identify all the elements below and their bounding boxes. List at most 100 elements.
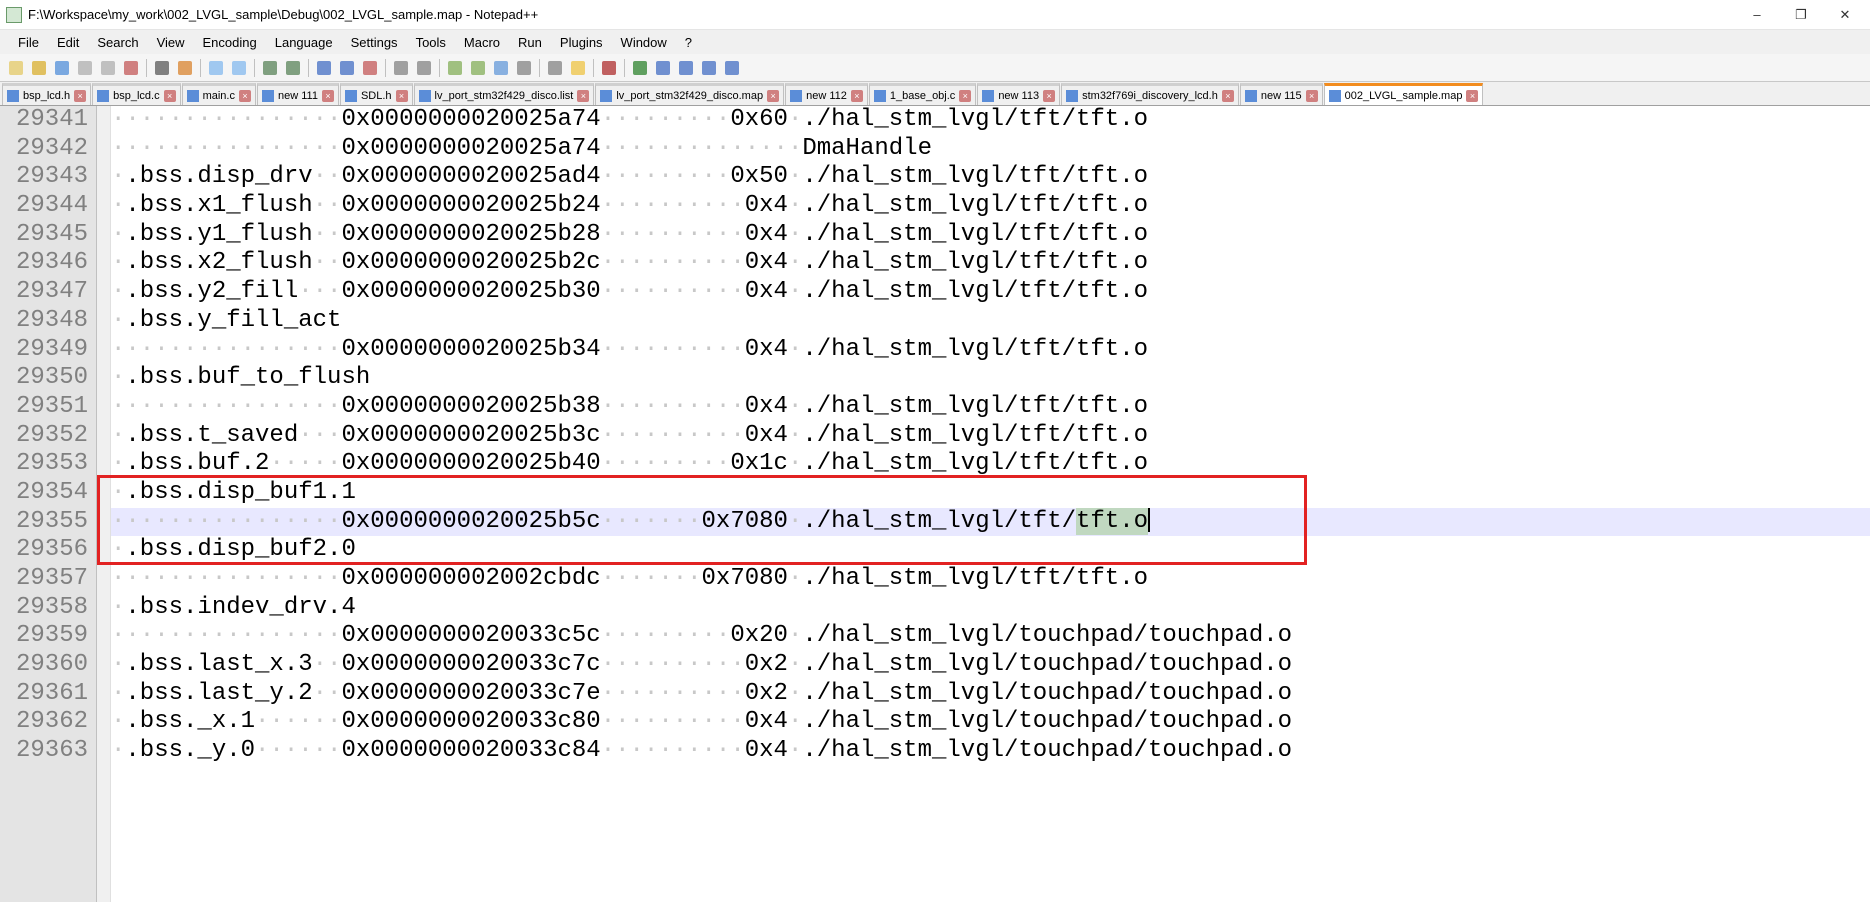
editor-content[interactable]: ················0x0000000020025a74······… — [111, 106, 1870, 902]
code-line[interactable]: ·.bss.indev_drv.4 — [111, 594, 1870, 623]
toolbar-button-4[interactable] — [98, 58, 118, 78]
minimize-button[interactable]: – — [1744, 5, 1770, 25]
tab-close-icon[interactable]: × — [577, 90, 589, 102]
tab-12[interactable]: 002_LVGL_sample.map× — [1324, 83, 1484, 105]
close-button[interactable]: ✕ — [1832, 5, 1858, 25]
tab-6[interactable]: lv_port_stm32f429_disco.map× — [595, 83, 784, 105]
code-line[interactable]: ·.bss.buf.2·····0x0000000020025b40······… — [111, 450, 1870, 479]
code-line[interactable]: ·.bss.y1_flush··0x0000000020025b28······… — [111, 221, 1870, 250]
toolbar-button-20[interactable] — [514, 58, 534, 78]
code-line[interactable]: ················0x0000000020033c5c······… — [111, 622, 1870, 651]
menu-run[interactable]: Run — [510, 33, 550, 52]
code-line[interactable]: ·.bss.x2_flush··0x0000000020025b2c······… — [111, 249, 1870, 278]
tab-close-icon[interactable]: × — [851, 90, 863, 102]
tab-close-icon[interactable]: × — [239, 90, 251, 102]
toolbar-button-22[interactable] — [568, 58, 588, 78]
menu-edit[interactable]: Edit — [49, 33, 87, 52]
code-line[interactable]: ·.bss.last_y.2··0x0000000020033c7e······… — [111, 680, 1870, 709]
maximize-button[interactable]: ❐ — [1788, 5, 1814, 25]
code-line[interactable]: ················0x0000000020025b5c······… — [111, 508, 1870, 537]
tab-close-icon[interactable]: × — [322, 90, 334, 102]
menu-settings[interactable]: Settings — [343, 33, 406, 52]
menu-encoding[interactable]: Encoding — [195, 33, 265, 52]
code-line[interactable]: ·.bss._x.1······0x0000000020033c80······… — [111, 708, 1870, 737]
tab-10[interactable]: stm32f769i_discovery_lcd.h× — [1061, 83, 1239, 105]
line-number: 29357 — [0, 565, 88, 594]
tab-close-icon[interactable]: × — [1306, 90, 1318, 102]
code-line[interactable]: ················0x0000000020025a74······… — [111, 106, 1870, 135]
tab-7[interactable]: new 112× — [785, 83, 868, 105]
code-line[interactable]: ·.bss.buf_to_flush — [111, 364, 1870, 393]
tab-0[interactable]: bsp_lcd.h× — [2, 83, 91, 105]
code-line[interactable]: ·.bss.t_saved···0x0000000020025b3c······… — [111, 422, 1870, 451]
code-line[interactable]: ·.bss.disp_buf1.1 — [111, 479, 1870, 508]
tab-8[interactable]: 1_base_obj.c× — [869, 83, 976, 105]
menu-search[interactable]: Search — [89, 33, 146, 52]
code-line[interactable]: ················0x0000000020025b38······… — [111, 393, 1870, 422]
menu-tools[interactable]: Tools — [408, 33, 454, 52]
tab-3[interactable]: new 111× — [257, 83, 339, 105]
toolbar-button-1[interactable] — [29, 58, 49, 78]
tab-close-icon[interactable]: × — [164, 90, 176, 102]
tab-label: new 115 — [1261, 90, 1302, 102]
tab-11[interactable]: new 115 × — [1240, 83, 1323, 105]
toolbar-button-21[interactable] — [545, 58, 565, 78]
menu-language[interactable]: Language — [267, 33, 341, 52]
toolbar-button-16[interactable] — [414, 58, 434, 78]
menu-macro[interactable]: Macro — [456, 33, 508, 52]
tab-2[interactable]: main.c× — [182, 83, 256, 105]
menu-?[interactable]: ? — [677, 33, 700, 52]
code-line[interactable]: ················0x0000000020025b34······… — [111, 336, 1870, 365]
toolbar-button-27[interactable] — [699, 58, 719, 78]
toolbar-button-2[interactable] — [52, 58, 72, 78]
toolbar-button-18[interactable] — [468, 58, 488, 78]
toolbar-button-17[interactable] — [445, 58, 465, 78]
editor-area[interactable]: 2934129342293432934429345293462934729348… — [0, 106, 1870, 902]
tab-close-icon[interactable]: × — [396, 90, 408, 102]
tab-close-icon[interactable]: × — [1043, 90, 1055, 102]
toolbar-button-15[interactable] — [391, 58, 411, 78]
toolbar-button-12[interactable] — [314, 58, 334, 78]
menu-view[interactable]: View — [149, 33, 193, 52]
toolbar-button-26[interactable] — [676, 58, 696, 78]
tab-4[interactable]: SDL.h× — [340, 83, 413, 105]
menu-window[interactable]: Window — [613, 33, 675, 52]
toolbar-button-6[interactable] — [152, 58, 172, 78]
tab-close-icon[interactable]: × — [959, 90, 971, 102]
toolbar-button-7[interactable] — [175, 58, 195, 78]
code-line[interactable]: ················0x000000002002cbdc······… — [111, 565, 1870, 594]
code-line[interactable]: ·.bss.x1_flush··0x0000000020025b24······… — [111, 192, 1870, 221]
toolbar-button-0[interactable] — [6, 58, 26, 78]
toolbar-button-3[interactable] — [75, 58, 95, 78]
tab-close-icon[interactable]: × — [767, 90, 779, 102]
toolbar-button-19[interactable] — [491, 58, 511, 78]
code-line[interactable]: ·.bss.last_x.3··0x0000000020033c7c······… — [111, 651, 1870, 680]
tab-bar: bsp_lcd.h×bsp_lcd.c×main.c×new 111×SDL.h… — [0, 82, 1870, 106]
code-line[interactable]: ················0x0000000020025a74······… — [111, 135, 1870, 164]
tab-close-icon[interactable]: × — [1466, 90, 1478, 102]
toolbar-button-9[interactable] — [229, 58, 249, 78]
toolbar-button-28[interactable] — [722, 58, 742, 78]
tab-9[interactable]: new 113× — [977, 83, 1060, 105]
toolbar-button-14[interactable] — [360, 58, 380, 78]
tab-close-icon[interactable]: × — [74, 90, 86, 102]
code-line[interactable]: ·.bss.y2_fill···0x0000000020025b30······… — [111, 278, 1870, 307]
toolbar-button-5[interactable] — [121, 58, 141, 78]
code-line[interactable]: ·.bss._y.0······0x0000000020033c84······… — [111, 737, 1870, 766]
toolbar-button-11[interactable] — [283, 58, 303, 78]
code-line[interactable]: ·.bss.y_fill_act — [111, 307, 1870, 336]
code-line[interactable]: ·.bss.disp_buf2.0 — [111, 536, 1870, 565]
toolbar-button-23[interactable] — [599, 58, 619, 78]
menu-plugins[interactable]: Plugins — [552, 33, 611, 52]
tab-5[interactable]: lv_port_stm32f429_disco.list× — [414, 83, 595, 105]
tab-close-icon[interactable]: × — [1222, 90, 1234, 102]
line-number: 29355 — [0, 508, 88, 537]
toolbar-button-8[interactable] — [206, 58, 226, 78]
tab-1[interactable]: bsp_lcd.c× — [92, 83, 180, 105]
toolbar-button-25[interactable] — [653, 58, 673, 78]
menu-file[interactable]: File — [10, 33, 47, 52]
toolbar-button-13[interactable] — [337, 58, 357, 78]
toolbar-button-10[interactable] — [260, 58, 280, 78]
code-line[interactable]: ·.bss.disp_drv··0x0000000020025ad4······… — [111, 163, 1870, 192]
toolbar-button-24[interactable] — [630, 58, 650, 78]
